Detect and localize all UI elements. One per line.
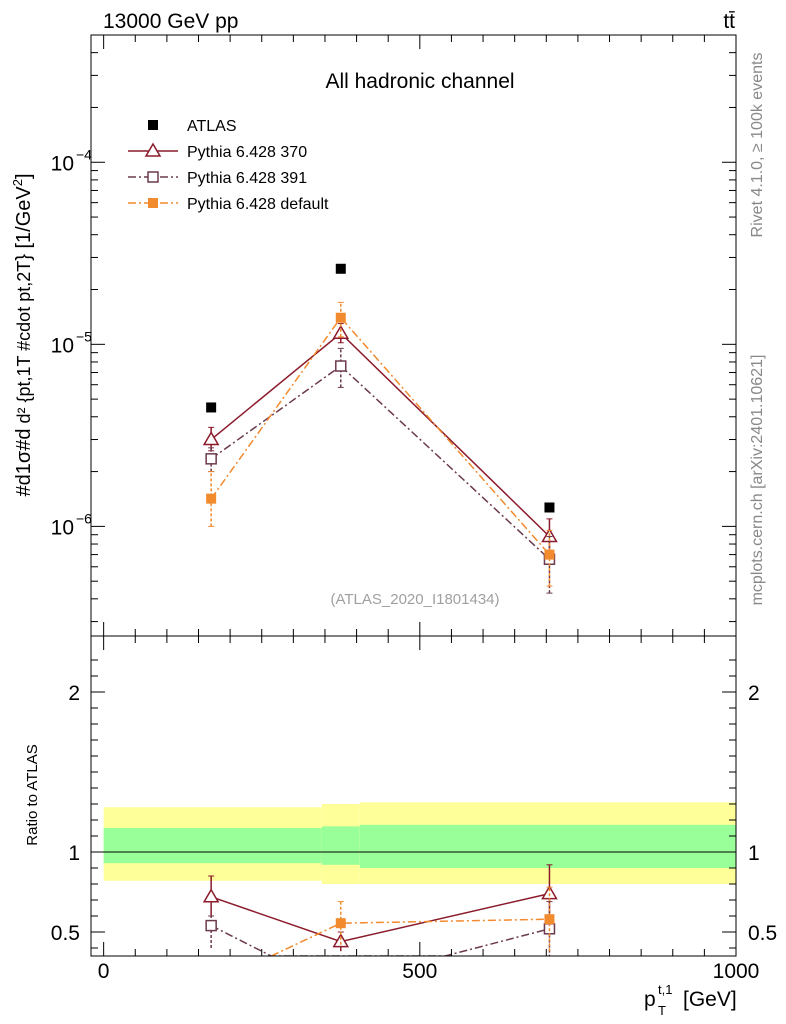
x-axis-label-unit: [GeV] <box>683 988 737 1011</box>
legend-marker <box>144 142 162 157</box>
y-axis-label-part: #d1σ#d <box>13 429 35 497</box>
atlas-data-point <box>206 402 217 413</box>
atlas-data-point <box>544 502 555 513</box>
process-label: tt̄ <box>723 10 735 33</box>
uncertainty-band-inner <box>103 828 322 864</box>
reference-label: (ATLAS_2020_I1801434) <box>330 591 499 608</box>
energy-label: 13000 GeV pp <box>103 10 238 33</box>
legend-marker <box>148 198 158 208</box>
x-tick-label: 1000 <box>713 960 760 983</box>
ratio-line <box>210 892 550 943</box>
legend-marker <box>148 120 158 130</box>
y-axis-label-part: ] <box>13 173 35 179</box>
ratio-y-tick-label: 2 <box>68 682 80 705</box>
y-axis-label-part: 2 <box>10 179 25 186</box>
legend-label: Pythia 6.428 370 <box>187 144 307 161</box>
y-tick-label: 10 <box>51 516 74 539</box>
y-tick-label-exponent: −4 <box>76 146 92 162</box>
ratio-y-tick-label: 1 <box>68 842 80 865</box>
ratio-y-axis-label: Ratio to ATLAS <box>24 744 41 845</box>
main-y-axis-label: #d1σ#d d² {pt,1T #cdot pt,2T} [1/GeV2] <box>10 173 35 496</box>
ratio-series-1 <box>202 864 558 952</box>
main-series-1 <box>202 323 558 553</box>
ratio-point <box>544 914 555 925</box>
ratio-series-3 <box>270 886 555 956</box>
ratio-y-tick-label-right: 1 <box>748 842 760 865</box>
series-line <box>210 365 550 560</box>
legend-marker <box>147 171 159 183</box>
legend: ATLAS Pythia 6.428 370 Pythia 6.428 391 Pyt… <box>128 118 329 213</box>
main-plot-panel: 10−610−510−4 All hadronic channel (ATLAS… <box>51 34 737 637</box>
x-axis-label: p t,1 T [GeV] <box>644 982 737 1018</box>
y-tick-label-exponent: −6 <box>76 510 92 526</box>
ratio-plot-panel: 0.5 0.5 1 1 2 2 0 500 1000 <box>51 635 777 983</box>
legend-label: Pythia 6.428 391 <box>187 170 307 187</box>
x-axis-label-superscript: t,1 <box>658 982 672 997</box>
ratio-line <box>270 918 550 956</box>
data-point <box>335 360 347 372</box>
x-axis-label-p: p <box>644 988 656 1011</box>
legend-label: Pythia 6.428 default <box>187 196 329 213</box>
main-title: All hadronic channel <box>325 70 514 93</box>
ratio-y-tick-label: 0.5 <box>51 922 80 945</box>
y-axis-label-part: d² {pt,1T #cdot pt,2T <box>14 261 34 429</box>
data-point <box>335 312 346 323</box>
x-tick-label: 0 <box>98 960 110 983</box>
rivet-version-label: Rivet 4.1.0, ≥ 100k events <box>749 53 766 238</box>
y-axis-label-part: } [1/GeV <box>13 186 35 261</box>
main-y-axis-label-text: #d1σ#d d² {pt,1T #cdot pt,2T} [1/GeV2] <box>10 173 35 496</box>
ratio-point <box>202 888 220 903</box>
data-point <box>202 431 220 446</box>
y-tick-label: 10 <box>51 334 74 357</box>
series-line <box>210 332 550 538</box>
data-point <box>332 324 350 340</box>
x-axis-label-subscript: T <box>658 1003 666 1018</box>
uncertainty-band-inner <box>321 826 360 865</box>
ratio-y-tick-label-right: 0.5 <box>748 922 777 945</box>
data-point <box>205 453 217 465</box>
main-series-2 <box>205 347 556 594</box>
ratio-point <box>332 933 350 948</box>
main-series-3 <box>206 301 555 587</box>
data-point <box>206 493 217 504</box>
y-tick-label: 10 <box>51 152 74 175</box>
data-point <box>544 549 555 560</box>
y-tick-label-exponent: −5 <box>76 328 92 344</box>
x-tick-label: 500 <box>402 960 437 983</box>
series-line <box>210 316 551 556</box>
main-series-atlas <box>206 263 555 513</box>
ratio-y-tick-label-right: 2 <box>748 682 760 705</box>
uncertainty-band-inner <box>359 824 736 868</box>
ratio-point <box>335 918 346 929</box>
legend-label: ATLAS <box>187 118 237 135</box>
ratio-line <box>210 924 550 956</box>
mcplots-label: mcplots.cern.ch [arXiv:2401.10621] <box>749 355 766 606</box>
ratio-point <box>205 919 217 932</box>
atlas-data-point <box>335 263 346 274</box>
ratio-plot-frame <box>90 635 737 957</box>
ratio-series-2 <box>205 901 556 956</box>
